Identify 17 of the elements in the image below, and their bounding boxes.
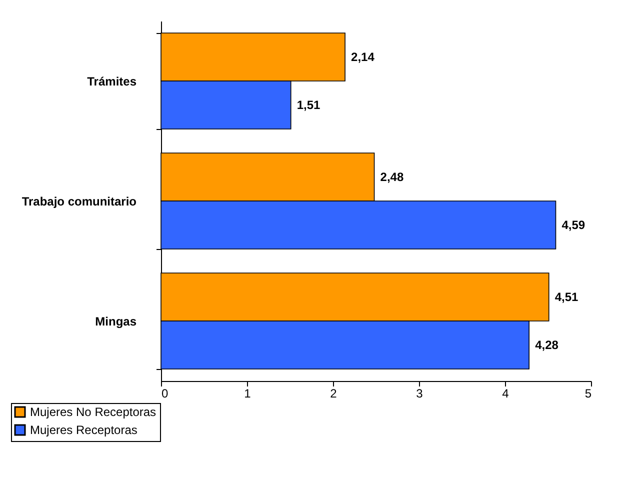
x-tick-label: 2	[330, 386, 338, 400]
x-tick-label: 4	[502, 386, 510, 400]
x-tick-label: 1	[244, 386, 252, 400]
y-tick-label: Mingas	[95, 314, 137, 328]
data-label: 2,48	[380, 170, 404, 184]
x-tick-label: 5	[584, 386, 592, 400]
data-label: 4,28	[535, 338, 559, 352]
data-label: 2,14	[351, 50, 375, 64]
x-tick-label: 3	[416, 386, 424, 400]
y-tick-label: Trámites	[87, 74, 137, 88]
y-tick-label: Trabajo comunitario	[22, 194, 136, 208]
legend-label: Mujeres Receptoras	[30, 423, 138, 437]
data-label: 1,51	[296, 98, 321, 112]
x-tick-label: 0	[162, 386, 168, 400]
data-label: 4,51	[554, 290, 579, 304]
legend-label: Mujeres No Receptoras	[30, 405, 156, 419]
data-label: 4,59	[562, 218, 586, 232]
